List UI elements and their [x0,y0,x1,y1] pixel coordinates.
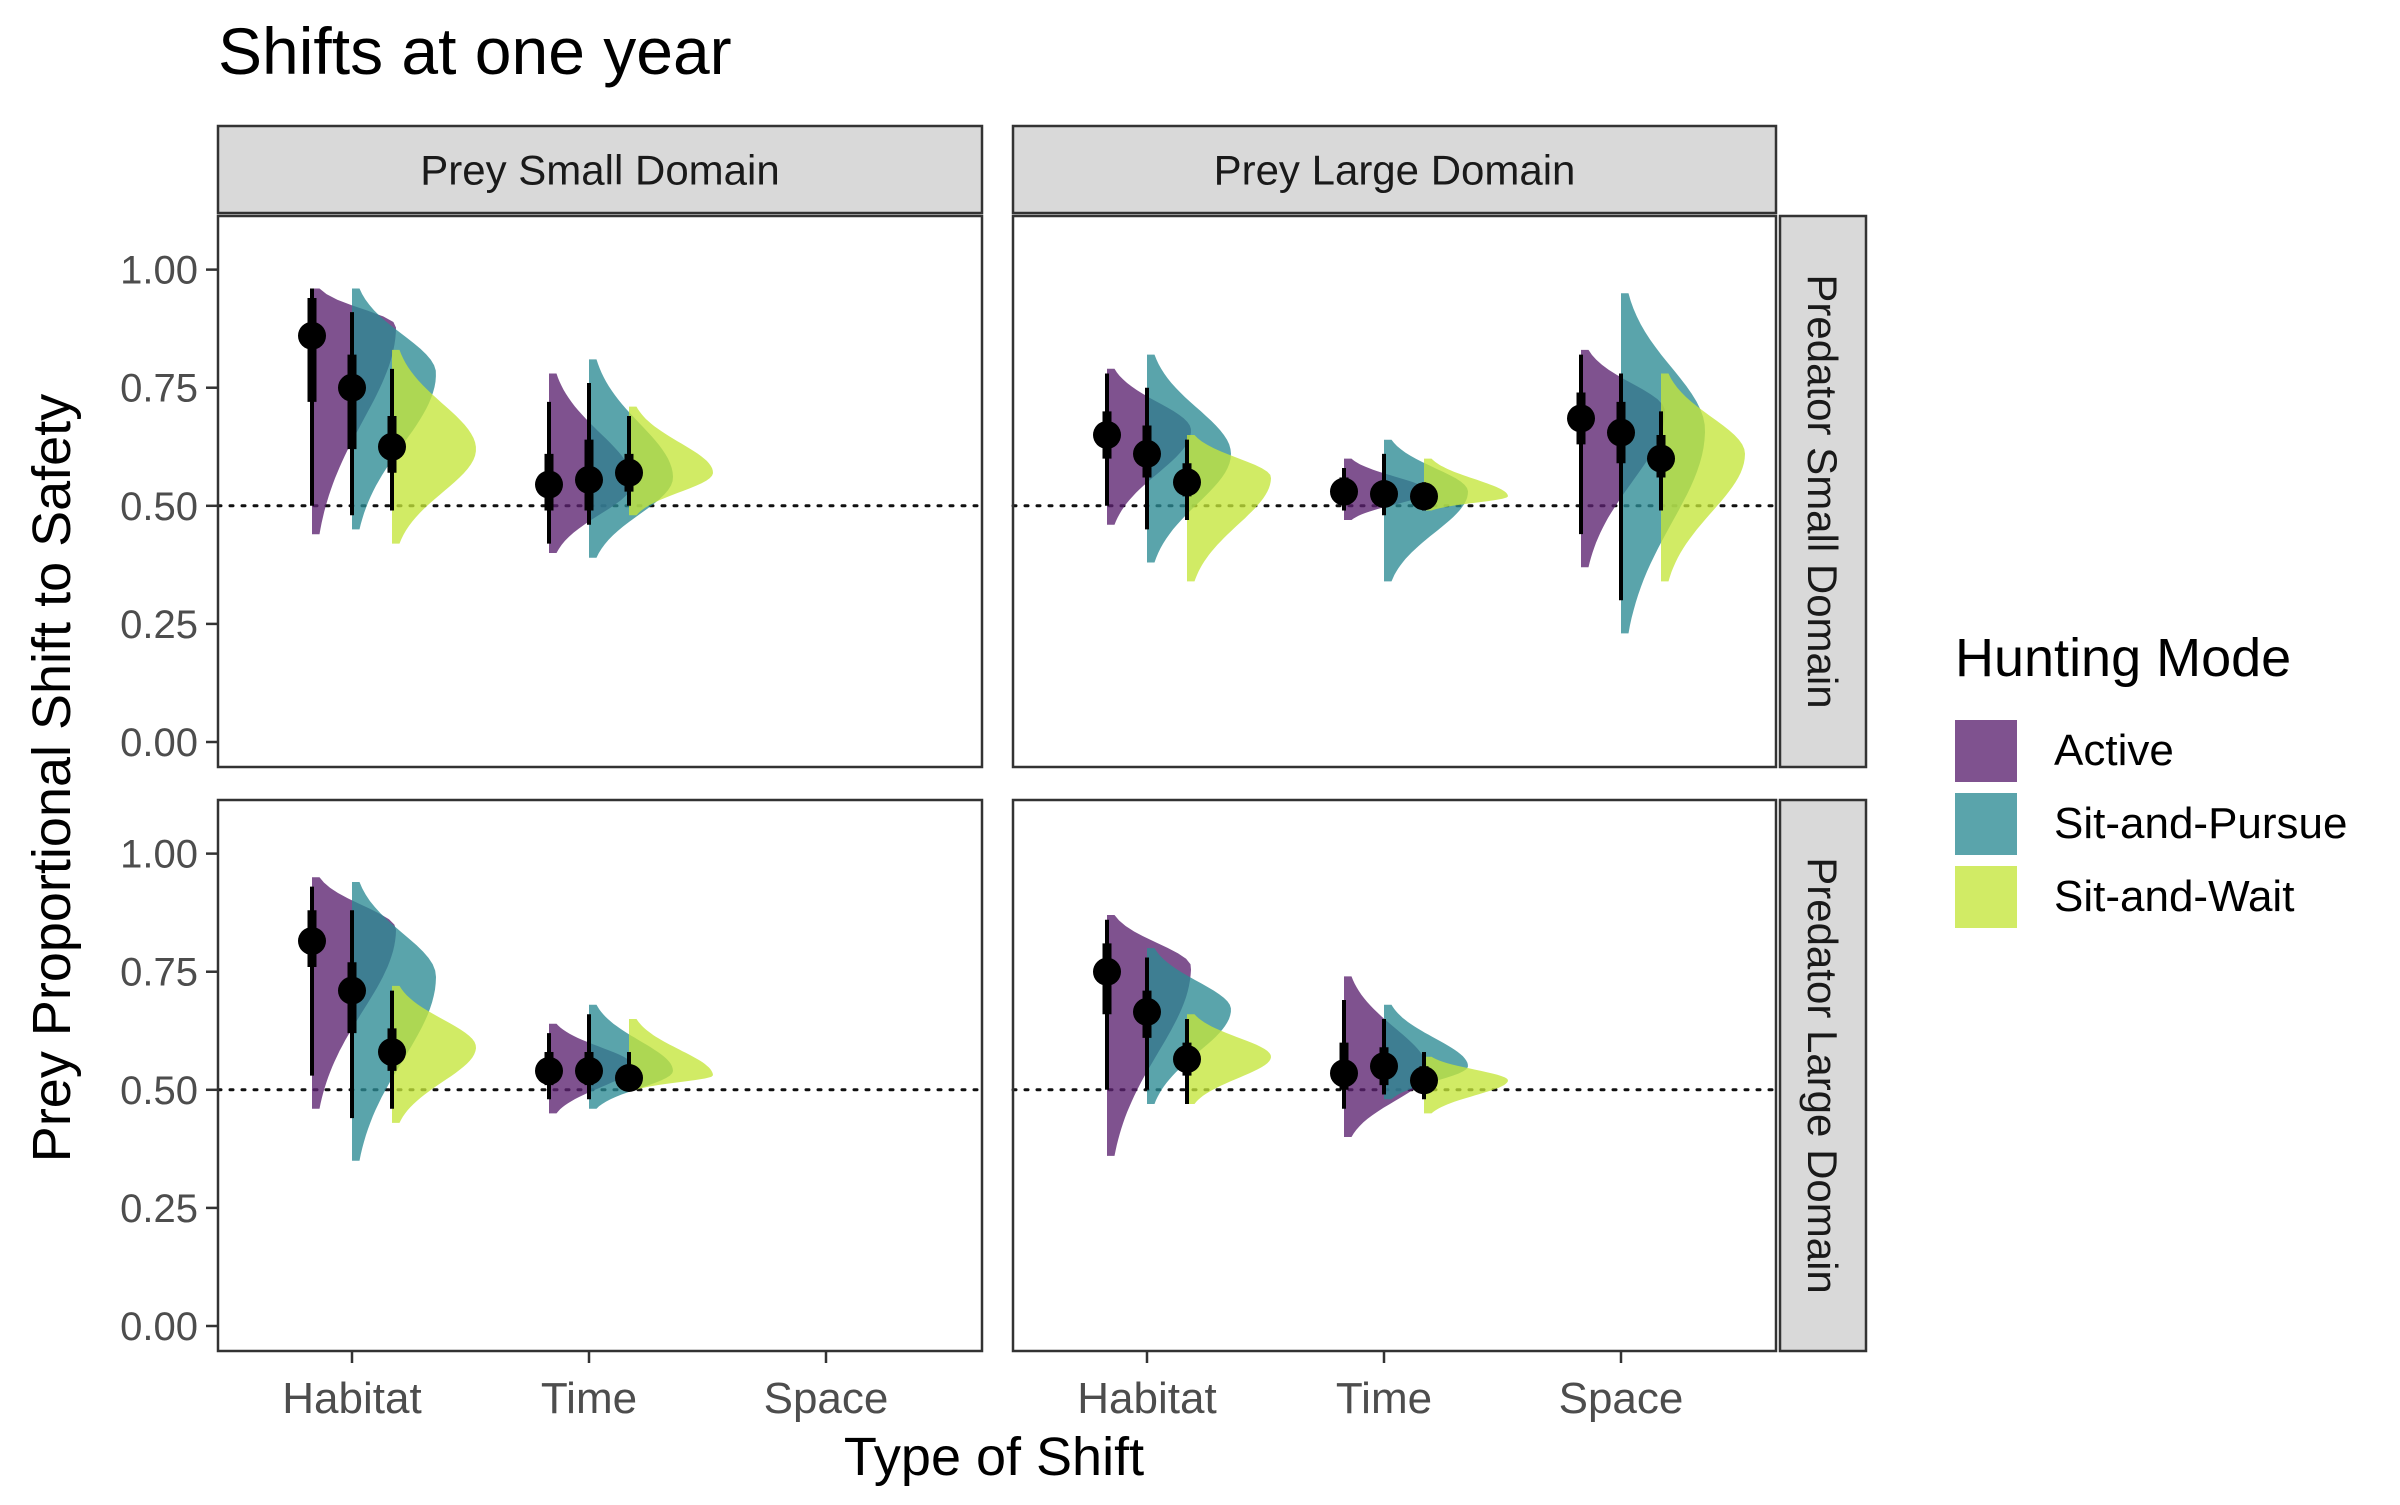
median-point-sit-and-pursue [338,976,366,1005]
chart-title: Shifts at one year [218,14,732,88]
legend-label-sit-and-pursue: Sit-and-Pursue [2054,799,2347,848]
legend-swatch-sit-and-wait [1955,866,2017,928]
x-tick-label: Habitat [282,1374,421,1423]
y-tick-label: 1.00 [120,833,198,877]
y-tick-label: 0.25 [120,603,198,647]
median-point-sit-and-pursue [1370,1052,1398,1081]
row-strip-label: Predator Small Domain [1799,274,1846,708]
density-sit-and-wait-habitat [392,985,476,1123]
x-tick-label: Habitat [1077,1374,1216,1423]
legend: Hunting Mode Active Sit-and-Pursue Sit-and… [1955,628,2347,928]
median-point-sit-and-pursue [575,465,603,494]
panel-border [216,214,984,769]
median-point-active [535,1056,563,1085]
median-point-active [535,470,563,499]
legend-label-sit-and-wait: Sit-and-Wait [2054,872,2294,921]
density-sit-and-wait-space [1661,373,1745,582]
y-tick-label: 0.50 [120,1069,198,1113]
y-tick-label: 0.75 [120,367,198,411]
density-sit-and-wait-time [629,406,713,516]
legend-title: Hunting Mode [1955,628,2291,688]
legend-label-active: Active [2054,726,2174,775]
median-point-active [1330,1059,1358,1088]
legend-swatch-active [1955,720,2017,782]
column-strip [216,124,984,215]
row-strip [1778,214,1868,769]
column-strip-label: Prey Small Domain [420,147,779,194]
median-point-sit-and-pursue [1133,439,1161,468]
median-point-sit-and-wait [1173,468,1201,497]
median-point-sit-and-pursue [1607,418,1635,447]
density-sit-and-wait-time [1424,1056,1508,1114]
y-tick-label: 0.50 [120,485,198,529]
median-point-active [1567,404,1595,433]
density-sit-and-wait-habitat [1187,435,1271,582]
x-tick-label: Space [764,1374,889,1423]
median-point-sit-and-pursue [575,1056,603,1085]
median-point-sit-and-wait [378,432,406,461]
panel-border [1011,798,1778,1353]
y-tick-label: 0.00 [120,721,198,765]
column-strip [1011,124,1778,215]
density-sit-and-wait-time [629,1019,713,1090]
panel-1-0: 0.00 0.25 0.50 0.75 1.00 Habitat Time Space [120,798,984,1423]
median-point-sit-and-pursue [338,373,366,402]
density-sit-and-wait-habitat [392,349,476,544]
panel-border [1011,214,1778,769]
density-sit-and-wait-habitat [1187,1014,1271,1104]
x-tick-label: Space [1559,1374,1684,1423]
median-point-sit-and-wait [1173,1045,1201,1074]
x-axis-label: Type of Shift [844,1427,1144,1487]
median-point-sit-and-wait [1410,482,1438,511]
panel-0-1: Prey Large Domain Predator Small Domain [1011,124,1868,769]
median-point-active [298,321,326,350]
median-point-active [298,927,326,956]
panel-0-0: 0.00 0.25 0.50 0.75 1.00 Prey Small Domain [120,124,984,769]
y-tick-label: 0.00 [120,1305,198,1349]
panel-border [216,798,984,1353]
median-point-sit-and-wait [1410,1066,1438,1095]
median-point-sit-and-pursue [1370,480,1398,508]
row-strip [1778,798,1868,1353]
median-point-sit-and-pursue [1133,997,1161,1026]
x-tick-label: Time [541,1374,637,1423]
median-point-sit-and-wait [615,458,643,487]
y-axis-label: Prey Proportional Shift to Safety [22,394,82,1162]
median-point-sit-and-wait [615,1064,643,1092]
median-point-sit-and-wait [378,1038,406,1067]
median-point-sit-and-wait [1647,444,1675,473]
y-tick-label: 1.00 [120,249,198,293]
legend-swatch-sit-and-pursue [1955,793,2017,855]
median-point-active [1093,420,1121,449]
x-tick-label: Time [1336,1374,1432,1423]
column-strip-label: Prey Large Domain [1214,147,1576,194]
y-tick-label: 0.25 [120,1187,198,1231]
y-tick-label: 0.75 [120,951,198,995]
median-point-active [1093,957,1121,986]
panel-1-1: Habitat Time Space Predator Large Domain [1011,798,1868,1423]
density-sit-and-wait-time [1424,458,1508,511]
row-strip-label: Predator Large Domain [1799,857,1846,1294]
median-point-active [1330,477,1358,506]
